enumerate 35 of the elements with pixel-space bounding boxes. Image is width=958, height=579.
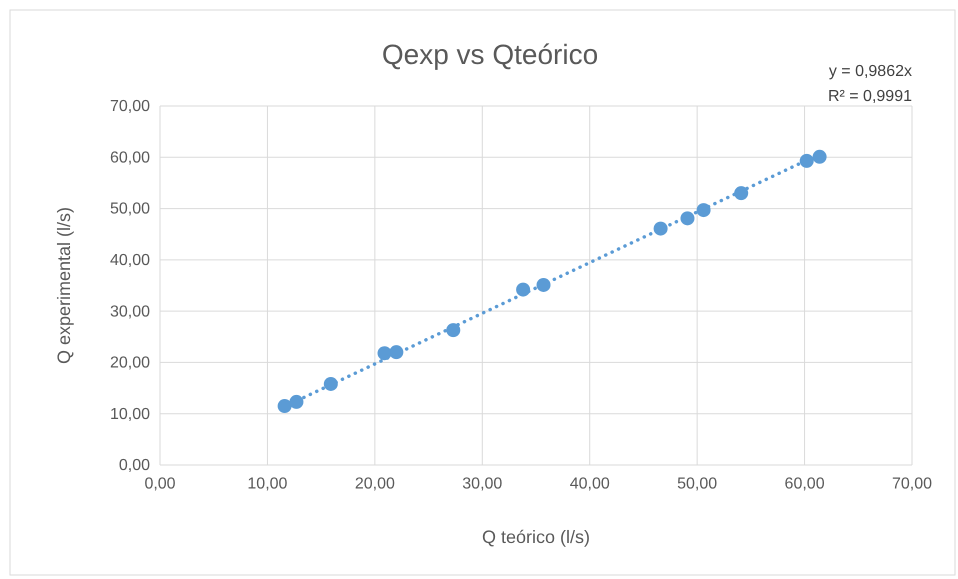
y-tick-label: 10,00: [110, 406, 150, 423]
y-tick-label: 40,00: [110, 252, 150, 269]
point: [812, 150, 827, 164]
y-tick-label: 30,00: [110, 303, 150, 320]
point: [389, 345, 404, 360]
x-tick-label: 20,00: [354, 475, 395, 492]
text: R² = 0,9991: [828, 88, 912, 105]
point: [734, 186, 748, 200]
point: [696, 203, 711, 218]
point: [800, 154, 814, 168]
point: [324, 376, 338, 391]
x-tick-label: 10,00: [247, 475, 288, 492]
y-tick-label: 60,00: [110, 149, 150, 166]
text: y = 0,9862x: [828, 63, 912, 80]
x-tick-label: 70,00: [892, 475, 932, 492]
y-axis-title: Q experimental (l/s): [54, 206, 74, 364]
y-tick-label: 50,00: [110, 200, 150, 218]
y-tick-label: 0,00: [118, 457, 150, 474]
x-axis-title: Q teórico (l/s): [482, 527, 590, 547]
x-tick-label: 0,00: [144, 475, 176, 492]
x-tick-label: 60,00: [784, 475, 825, 492]
point: [536, 278, 551, 292]
point: [278, 399, 292, 414]
point: [680, 211, 694, 226]
y-tick-label: 70,00: [110, 98, 150, 116]
x-tick-label: 30,00: [462, 475, 502, 492]
x-tick-label: 50,00: [677, 475, 718, 492]
point: [289, 394, 304, 409]
y-tick-label: 20,00: [110, 354, 150, 372]
point: [516, 282, 530, 297]
x-tick-label: 40,00: [570, 475, 610, 492]
chart-title: Qexp vs Qteórico: [382, 39, 598, 70]
point: [654, 222, 668, 236]
point: [378, 346, 392, 360]
point: [446, 323, 460, 338]
